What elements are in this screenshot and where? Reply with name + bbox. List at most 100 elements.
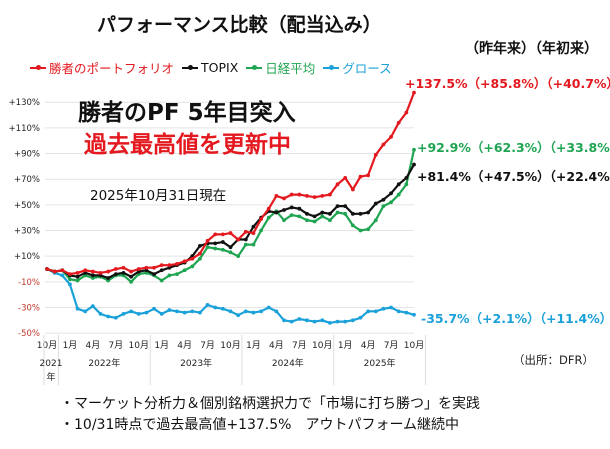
- data-point: [396, 192, 401, 197]
- data-point: [52, 269, 57, 274]
- data-point: [182, 268, 187, 273]
- data-point: [305, 318, 309, 323]
- data-point: [266, 305, 271, 310]
- data-point: [136, 312, 141, 316]
- data-point: [289, 205, 294, 210]
- data-point: [220, 232, 225, 237]
- y-tick-label: -10%: [18, 278, 40, 288]
- data-point: [358, 174, 363, 179]
- x-tick-label: 1月: [246, 340, 261, 351]
- data-point: [327, 320, 332, 325]
- data-point: [68, 282, 72, 287]
- data-point: [312, 214, 317, 219]
- data-point: [106, 314, 111, 319]
- data-point: [350, 318, 355, 323]
- data-point: [190, 264, 195, 269]
- data-point: [358, 315, 363, 320]
- data-point: [366, 173, 371, 178]
- data-point: [152, 272, 156, 277]
- data-point: [106, 276, 111, 280]
- data-point: [60, 268, 65, 273]
- x-tick-label: 4月: [86, 340, 101, 351]
- data-point: [136, 267, 141, 271]
- y-tick-label: +110%: [9, 124, 40, 134]
- data-point: [396, 182, 401, 187]
- data-point: [274, 309, 279, 314]
- data-point: [129, 274, 134, 279]
- data-point: [159, 278, 164, 283]
- data-point: [389, 200, 393, 205]
- data-point: [366, 227, 371, 232]
- data-point: [190, 309, 195, 314]
- data-point: [373, 152, 378, 157]
- series-line-2: [46, 149, 416, 283]
- data-point: [282, 196, 286, 201]
- data-point: [327, 211, 332, 216]
- x-tick-label: 10月: [129, 340, 149, 351]
- data-point: [335, 204, 340, 209]
- data-point: [289, 213, 294, 218]
- x-tick-label: 7月: [384, 340, 399, 351]
- data-point: [45, 267, 49, 271]
- data-point: [220, 240, 225, 244]
- data-point: [251, 224, 256, 229]
- x-year-label-2021: 2021年: [39, 359, 63, 383]
- source-label: （出所：DFR）: [513, 353, 594, 367]
- data-point: [83, 268, 88, 273]
- data-point: [98, 312, 103, 316]
- data-point: [320, 214, 325, 219]
- data-point: [297, 206, 302, 211]
- data-point: [121, 265, 126, 270]
- data-point: [312, 195, 317, 200]
- legend-item-topix: TOPIX: [182, 60, 238, 75]
- data-point: [182, 310, 187, 315]
- data-point: [198, 251, 202, 256]
- x-tick-label: 7月: [292, 340, 307, 351]
- data-point: [251, 310, 256, 315]
- data-point: [266, 215, 271, 220]
- y-tick-label: +10%: [14, 252, 40, 262]
- x-tick-label: 10月: [312, 340, 332, 351]
- data-point: [350, 211, 355, 216]
- data-point: [144, 265, 149, 270]
- data-point: [396, 120, 401, 125]
- data-point: [198, 256, 202, 261]
- data-point: [373, 201, 378, 206]
- y-tick-label: +70%: [14, 175, 40, 185]
- data-point: [167, 263, 172, 268]
- data-point: [366, 210, 371, 215]
- x-year-label: 2025年: [364, 357, 396, 369]
- data-point: [305, 218, 309, 223]
- data-point: [213, 305, 218, 310]
- data-point: [320, 210, 325, 215]
- data-point: [396, 309, 401, 314]
- data-point: [404, 310, 409, 315]
- data-point: [251, 231, 256, 235]
- y-tick-label: +50%: [14, 201, 40, 211]
- x-tick-label: 10月: [37, 340, 57, 351]
- data-point: [167, 308, 172, 312]
- data-point: [144, 310, 149, 315]
- data-point: [213, 246, 218, 251]
- data-point: [381, 204, 386, 209]
- data-point: [389, 191, 393, 196]
- data-point: [75, 278, 80, 283]
- chart-title: パフォーマンス比較（配当込み）: [97, 14, 382, 36]
- data-point: [198, 244, 202, 248]
- data-point: [350, 223, 355, 228]
- legend-label: 日経平均: [265, 61, 316, 76]
- x-tick-label: 4月: [361, 340, 376, 351]
- data-point: [381, 306, 386, 311]
- annotation-nikkei: +92.9%（+62.3%）（+33.8%）: [417, 140, 610, 155]
- data-point: [320, 193, 325, 198]
- data-point: [152, 306, 156, 311]
- data-point: [243, 309, 248, 314]
- data-point: [205, 303, 210, 307]
- data-point: [106, 269, 111, 274]
- data-point: [412, 90, 416, 95]
- data-point: [350, 187, 355, 192]
- data-point: [68, 272, 72, 277]
- data-point: [282, 218, 286, 223]
- data-point: [343, 176, 348, 180]
- data-point: [159, 268, 164, 273]
